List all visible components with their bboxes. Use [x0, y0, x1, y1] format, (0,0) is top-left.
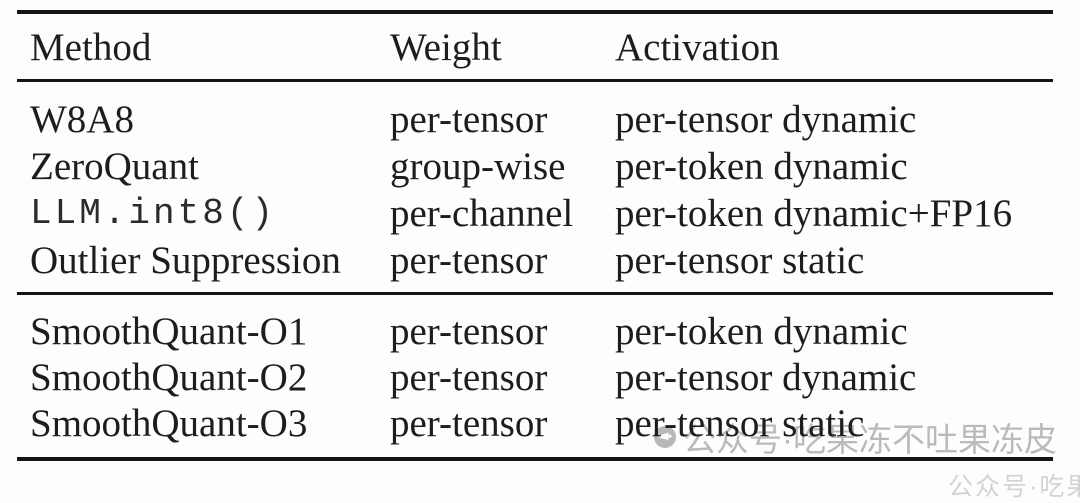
weight-cell: per-tensor: [390, 239, 548, 282]
weight-cell: per-tensor: [390, 402, 548, 445]
activation-cell: per-tensor static: [615, 239, 865, 282]
table-row: SmoothQuant-O3 per-tensor per-tensor sta…: [0, 402, 1080, 446]
activation-cell: per-tensor static: [615, 402, 865, 445]
table-header-row: Method Weight Activation: [0, 26, 1080, 70]
table-row: SmoothQuant-O2 per-tensor per-tensor dyn…: [0, 356, 1080, 400]
method-cell: W8A8: [30, 98, 134, 141]
table-row: ZeroQuant group-wise per-token dynamic: [0, 145, 1080, 189]
table-midsection-rule: [17, 292, 1053, 295]
weight-cell: per-tensor: [390, 310, 548, 353]
table-row: W8A8 per-tensor per-tensor dynamic: [0, 98, 1080, 142]
column-header-method: Method: [30, 26, 152, 69]
wechat-official-account-icon: [653, 425, 677, 449]
activation-cell: per-token dynamic: [615, 310, 908, 353]
activation-cell: per-token dynamic+FP16: [615, 192, 1013, 235]
watermark-fragment: 公众号·吃果冻不吐果冻皮: [948, 473, 1080, 501]
weight-cell: per-tensor: [390, 98, 548, 141]
table-row: Outlier Suppression per-tensor per-tenso…: [0, 239, 1080, 283]
table-bottom-rule: [17, 457, 1053, 461]
method-cell: SmoothQuant-O3: [30, 402, 308, 445]
column-header-activation: Activation: [615, 26, 780, 69]
column-header-weight: Weight: [390, 26, 502, 69]
activation-cell: per-tensor dynamic: [615, 356, 917, 399]
watermark-text: 公众号·吃果冻不吐果冻皮: [683, 421, 1057, 458]
method-cell: SmoothQuant-O2: [30, 356, 308, 399]
weight-cell: per-channel: [390, 192, 574, 235]
method-cell: ZeroQuant: [30, 145, 199, 188]
weight-cell: group-wise: [390, 145, 566, 188]
weight-cell: per-tensor: [390, 356, 548, 399]
watermark: 公众号·吃果冻不吐果冻皮: [653, 413, 1057, 461]
activation-cell: per-tensor dynamic: [615, 98, 917, 141]
table-row: LLM.int8() per-channel per-token dynamic…: [0, 192, 1080, 236]
method-cell-code: LLM.int8(): [30, 193, 277, 234]
method-cell: SmoothQuant-O1: [30, 310, 308, 353]
activation-cell: per-token dynamic: [615, 145, 908, 188]
table-top-rule: [17, 10, 1053, 14]
method-cell: Outlier Suppression: [30, 239, 341, 282]
table-row: SmoothQuant-O1 per-tensor per-token dyna…: [0, 310, 1080, 354]
table-header-rule: [17, 79, 1053, 82]
